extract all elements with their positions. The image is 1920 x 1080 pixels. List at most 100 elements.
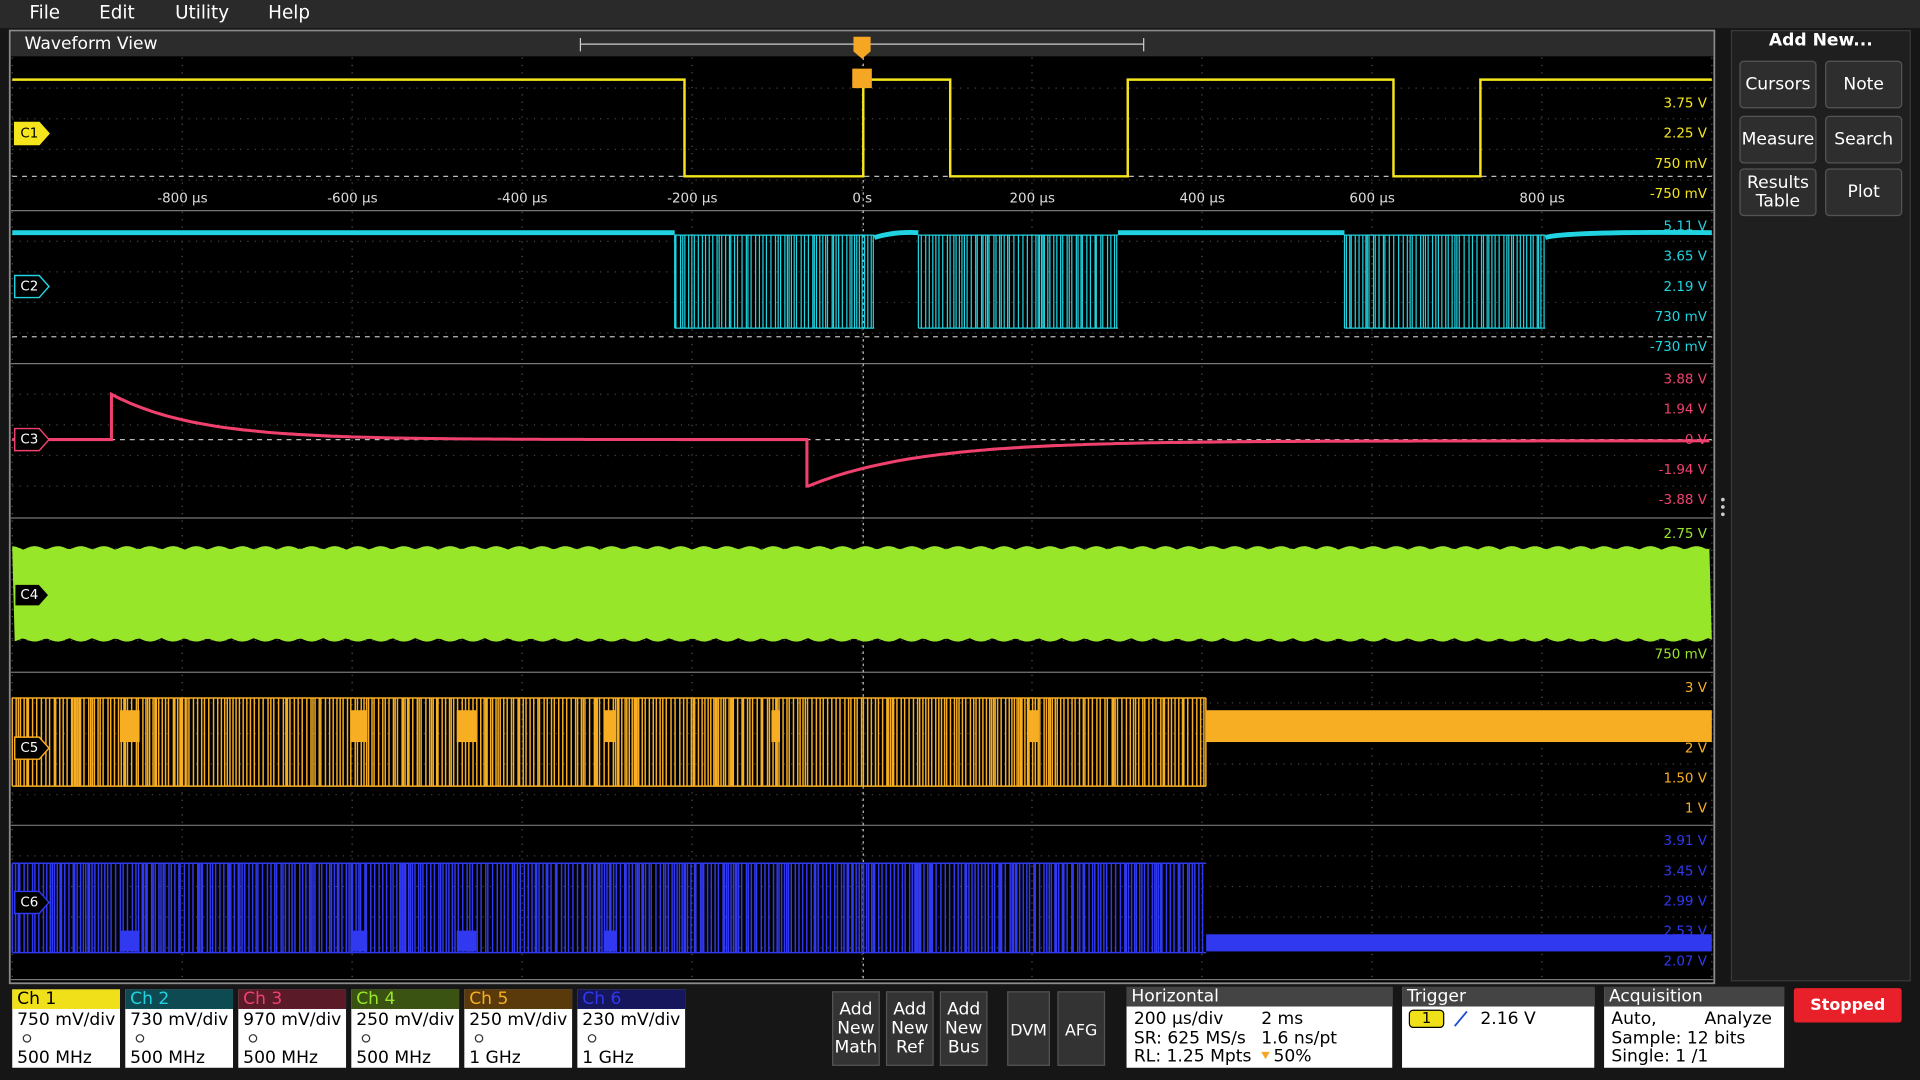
badge-bandwidth: 500 MHz — [356, 1048, 431, 1068]
waveform-band — [120, 710, 140, 742]
scale-label: 1 V — [1685, 802, 1708, 817]
scale-label: 3.75 V — [1664, 97, 1708, 112]
box-text: Auto, — [1611, 1009, 1656, 1029]
channel-marker-label: C1 — [20, 126, 38, 141]
handle-dot — [1721, 505, 1725, 509]
box-text: Sample: 12 bits — [1611, 1028, 1745, 1048]
channel-marker-label: C3 — [20, 433, 38, 448]
badge-scale: 230 mV/div — [582, 1010, 680, 1030]
scale-label: 1.50 V — [1664, 772, 1708, 787]
trigger-source: 1 — [1422, 1010, 1431, 1027]
scale-label: 2.25 V — [1664, 127, 1708, 142]
channel-badge[interactable]: Ch 3970 mV/div500 MHz — [238, 989, 346, 1068]
tool-button[interactable]: DVM — [1008, 992, 1050, 1065]
badge-bandwidth: 500 MHz — [243, 1048, 318, 1068]
panel-button[interactable]: ResultsTable — [1740, 169, 1816, 216]
scale-label: -730 mV — [1650, 340, 1708, 355]
box-title: Trigger — [1406, 987, 1467, 1007]
button-label: Plot — [1848, 182, 1881, 202]
scale-label: 3.91 V — [1664, 834, 1708, 849]
side-panel-title: Add New... — [1769, 30, 1873, 50]
time-label: 800 µs — [1519, 191, 1565, 206]
button-label: Ref — [896, 1038, 925, 1058]
badge-bandwidth: 500 MHz — [130, 1048, 205, 1068]
scale-label: 1.75 V — [1664, 587, 1708, 602]
waveform-band — [457, 710, 477, 742]
channel-badge[interactable]: Ch 1750 mV/div500 MHz — [12, 989, 120, 1068]
tool-button[interactable]: AddNewRef — [887, 992, 934, 1065]
info-box[interactable]: Horizontal200 µs/div2 msSR: 625 MS/s1.6 … — [1127, 987, 1393, 1068]
view-title: Waveform View — [24, 34, 157, 54]
badge-scale: 750 mV/div — [17, 1010, 115, 1030]
box-text: RL: 1.25 Mpts — [1134, 1047, 1252, 1067]
scale-label: 1.25 V — [1664, 617, 1708, 632]
badge-bandwidth: 1 GHz — [469, 1048, 520, 1068]
time-label: -400 µs — [497, 191, 547, 206]
scale-label: -750 mV — [1650, 187, 1708, 202]
badge-bandwidth: 500 MHz — [17, 1048, 92, 1068]
button-label: DVM — [1010, 1021, 1047, 1040]
waveform-band — [604, 710, 616, 742]
tool-button[interactable]: AddNewBus — [940, 992, 987, 1065]
scale-label: 2.53 V — [1664, 925, 1708, 940]
panel-button[interactable]: Search — [1826, 116, 1902, 163]
handle-dot — [1721, 512, 1725, 516]
button-label: Cursors — [1745, 74, 1810, 94]
badge-scale: 730 mV/div — [130, 1010, 228, 1030]
channel-marker-label: C4 — [20, 588, 38, 603]
channel-marker-label: C5 — [20, 741, 38, 756]
scale-label: -1.94 V — [1659, 463, 1708, 478]
tool-button[interactable]: AFG — [1058, 992, 1105, 1065]
panel-button[interactable]: Measure — [1740, 116, 1816, 163]
button-label: New — [945, 1019, 982, 1039]
waveform-band — [1206, 710, 1712, 742]
button-label: Table — [1755, 191, 1800, 211]
tool-button[interactable]: AddNewMath — [833, 992, 880, 1065]
info-box[interactable]: Trigger 2.16 V 1 — [1402, 987, 1594, 1068]
box-text: 1.6 ns/pt — [1261, 1028, 1337, 1048]
info-box[interactable]: AcquisitionAuto,AnalyzeSample: 12 bitsSi… — [1604, 987, 1784, 1068]
box-text: 2.16 V — [1480, 1009, 1536, 1029]
scale-label: 3 V — [1685, 681, 1708, 696]
time-label: 600 µs — [1349, 191, 1395, 206]
panel-button[interactable]: Plot — [1826, 169, 1902, 216]
scale-label: 2.25 V — [1664, 557, 1708, 572]
badge-name: Ch 6 — [582, 989, 621, 1009]
scale-label: 0 V — [1685, 433, 1708, 448]
channel-badge[interactable]: Ch 5250 mV/div1 GHz — [464, 989, 572, 1068]
channel-badge[interactable]: Ch 4250 mV/div500 MHz — [351, 989, 459, 1068]
scale-label: 750 mV — [1655, 647, 1708, 662]
waveform-band — [771, 710, 780, 742]
run-stop-button[interactable]: Stopped — [1794, 988, 1902, 1022]
time-label: 400 µs — [1179, 191, 1225, 206]
scale-label: 1.94 V — [1664, 403, 1708, 418]
waveform-band — [12, 546, 1712, 642]
scale-label: -3.88 V — [1659, 493, 1708, 508]
badge-scale: 250 mV/div — [356, 1010, 454, 1030]
channel-badge[interactable]: Ch 2730 mV/div 500 MHz — [125, 989, 233, 1068]
scale-label: 3.88 V — [1664, 373, 1708, 388]
button-label: Add — [947, 1000, 980, 1020]
time-label: 0 s — [852, 191, 872, 206]
box-text: SR: 625 MS/s — [1134, 1028, 1246, 1048]
menu-item: File — [29, 2, 60, 23]
channel-badge[interactable]: Ch 6230 mV/div1 GHz — [577, 989, 685, 1068]
button-label: AFG — [1065, 1021, 1097, 1040]
panel-button[interactable]: Note — [1826, 61, 1902, 108]
panel-button[interactable]: Cursors — [1740, 61, 1816, 108]
button-label: Bus — [948, 1038, 980, 1058]
box-title: Acquisition — [1609, 987, 1703, 1007]
button-label: Add — [893, 1000, 926, 1020]
menu-item: Help — [268, 2, 310, 23]
button-label: New — [837, 1019, 874, 1039]
scale-label: 750 mV — [1655, 157, 1708, 172]
scale-label: 5.11 V — [1664, 220, 1708, 235]
scale-label: 2.07 V — [1664, 955, 1708, 970]
button-label: Add — [839, 1000, 872, 1020]
scale-label: 2 V — [1685, 741, 1708, 756]
waveform-band — [457, 931, 477, 952]
button-label: Math — [834, 1038, 877, 1058]
badge-name: Ch 2 — [130, 989, 169, 1009]
